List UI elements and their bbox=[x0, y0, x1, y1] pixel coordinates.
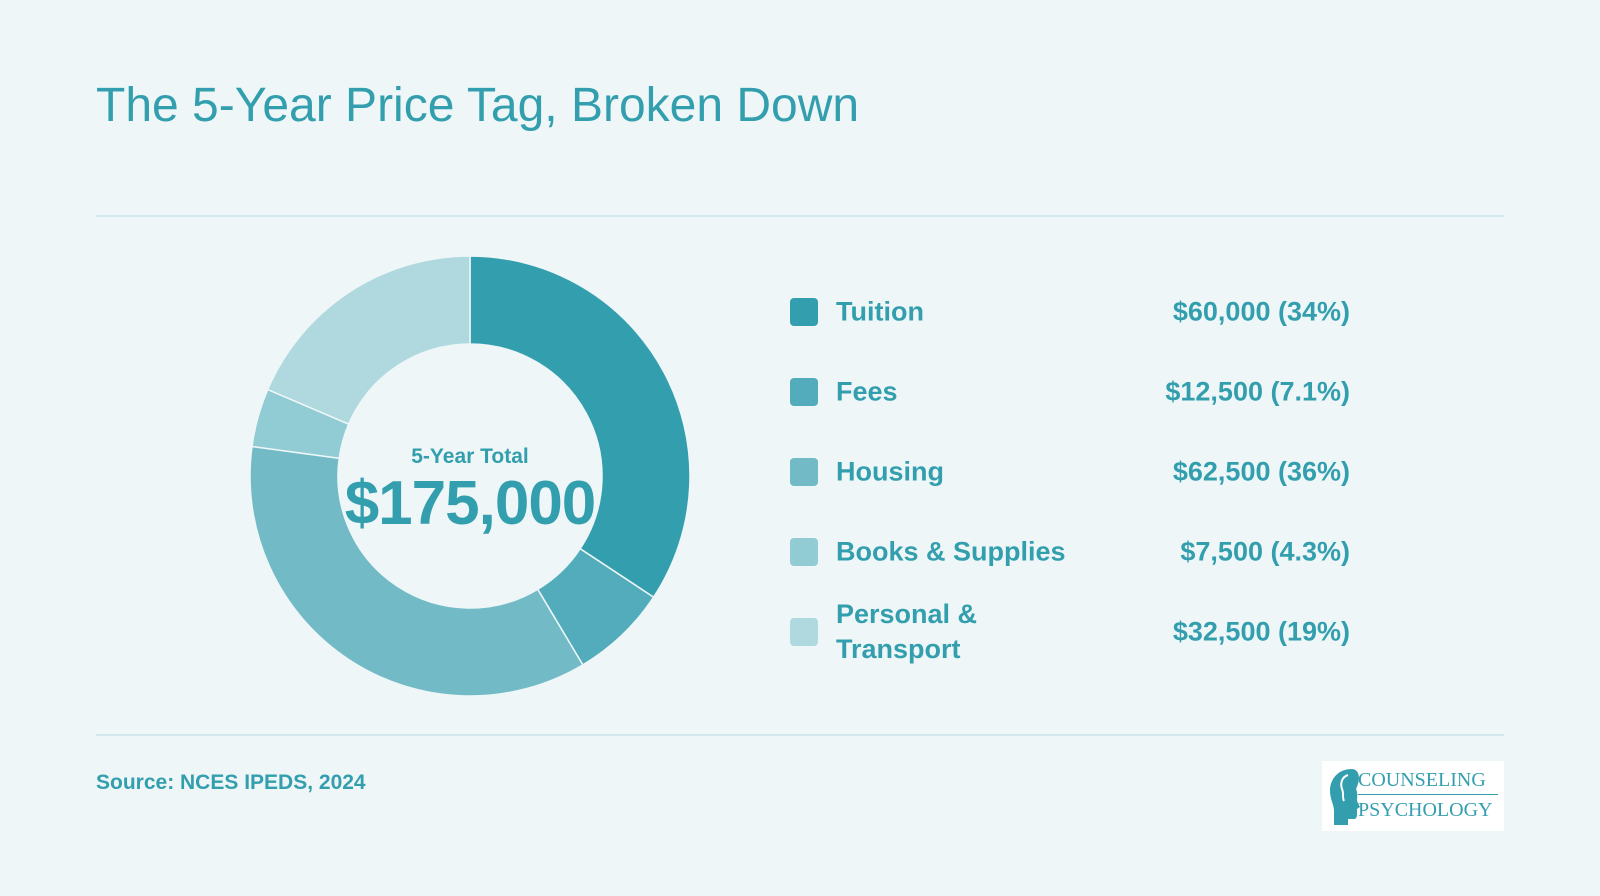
counseling-psychology-logo: COUNSELING PSYCHOLOGY bbox=[1322, 761, 1504, 831]
logo-text-psychology: PSYCHOLOGY bbox=[1358, 799, 1493, 821]
legend-item-housing: Housing $62,500 (36%) bbox=[790, 442, 1350, 502]
legend-label-books-supplies: Books & Supplies bbox=[836, 536, 1066, 567]
donut-slice-tuition bbox=[469, 255, 691, 599]
legend-value-books-supplies: $7,500 (4.3%) bbox=[1180, 536, 1350, 567]
legend-item-books-supplies: Books & Supplies $7,500 (4.3%) bbox=[790, 522, 1350, 582]
legend-value-tuition: $60,000 (34%) bbox=[1172, 296, 1350, 327]
legend-swatch-housing bbox=[790, 458, 818, 486]
legend-item-fees: Fees $12,500 (7.1%) bbox=[790, 362, 1350, 422]
head-profile-icon bbox=[1330, 769, 1360, 825]
donut-chart-svg bbox=[249, 255, 691, 697]
legend-value-fees: $12,500 (7.1%) bbox=[1165, 376, 1350, 407]
legend-label-housing: Housing bbox=[836, 456, 944, 487]
legend-label-personal-transport: Personal & Transport bbox=[836, 599, 978, 664]
donut-slice-personal-transport bbox=[266, 255, 471, 426]
page-title: The 5-Year Price Tag, Broken Down bbox=[96, 79, 860, 132]
legend-swatch-books-supplies bbox=[790, 538, 818, 566]
legend-swatch-personal-transport bbox=[790, 618, 818, 646]
total-label: 5-Year Total bbox=[411, 445, 529, 468]
total-value: $175,000 bbox=[344, 469, 597, 538]
logo-text-counseling: COUNSELING bbox=[1358, 769, 1486, 791]
top-divider bbox=[96, 215, 1504, 217]
legend-item-personal-transport: Personal & Transport $32,500 (19%) bbox=[790, 599, 1350, 664]
legend-swatch-tuition bbox=[790, 298, 818, 326]
source-note: Source: NCES IPEDS, 2024 bbox=[96, 771, 366, 794]
donut-chart: 5-Year Total $175,000 bbox=[249, 255, 691, 697]
legend-value-housing: $62,500 (36%) bbox=[1172, 456, 1350, 487]
logo-divider bbox=[1358, 794, 1498, 795]
legend-swatch-fees bbox=[790, 378, 818, 406]
legend-value-personal-transport: $32,500 (19%) bbox=[1172, 616, 1350, 647]
legend-label-tuition: Tuition bbox=[836, 296, 924, 327]
legend-label-fees: Fees bbox=[836, 376, 898, 407]
bottom-divider bbox=[96, 734, 1504, 736]
donut-slice-housing bbox=[249, 445, 584, 697]
legend-item-tuition: Tuition $60,000 (34%) bbox=[790, 282, 1350, 342]
